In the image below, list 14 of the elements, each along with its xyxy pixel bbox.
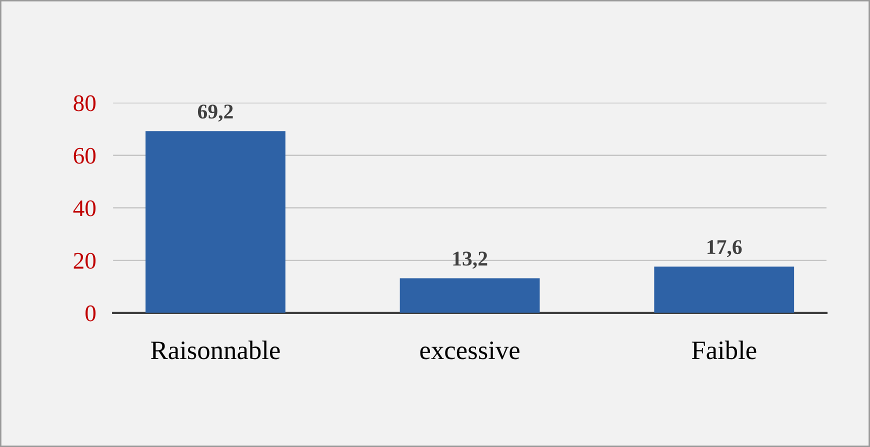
bar <box>654 266 794 313</box>
y-tick-label: 20 <box>74 252 96 269</box>
x-tick-label: Faible <box>692 340 756 360</box>
bar <box>400 278 540 313</box>
x-tick-label: Raisonnable <box>151 340 280 360</box>
data-label: 17,6 <box>708 240 742 258</box>
x-tick-label: excessive <box>420 342 520 360</box>
data-label: 69,2 <box>198 104 233 122</box>
bar <box>146 131 286 313</box>
data-label: 13,2 <box>453 252 488 269</box>
y-tick-label: 60 <box>74 148 96 164</box>
y-tick-label: 40 <box>73 200 96 216</box>
y-tick-label: 80 <box>74 95 96 112</box>
y-tick-label: 0 <box>86 305 96 322</box>
